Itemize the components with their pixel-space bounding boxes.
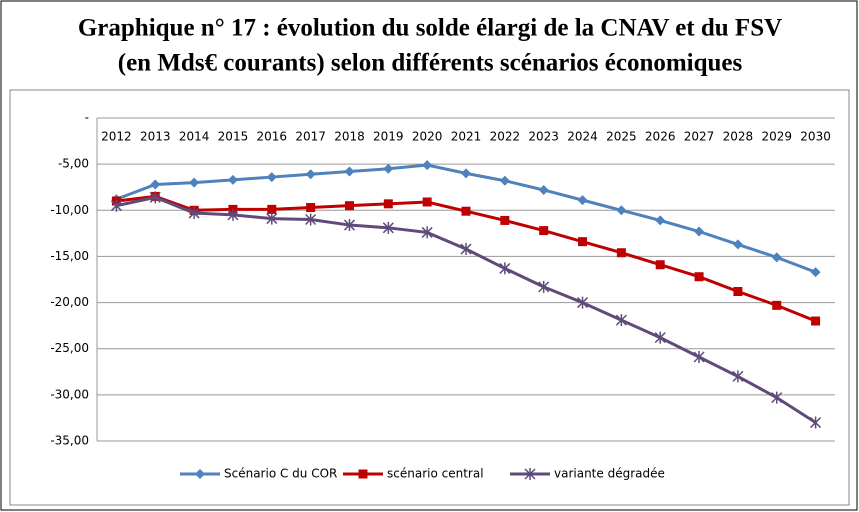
marker bbox=[694, 272, 704, 282]
marker bbox=[771, 252, 782, 263]
marker bbox=[772, 300, 782, 310]
marker bbox=[422, 160, 433, 171]
marker bbox=[461, 206, 471, 216]
marker bbox=[422, 197, 432, 207]
y-tick-label: -25,00 bbox=[50, 341, 89, 355]
x-tick-label: 2023 bbox=[528, 130, 559, 144]
legend-label: Scénario C du COR bbox=[224, 467, 337, 481]
x-tick-label: 2016 bbox=[257, 130, 288, 144]
x-tick-label: 2028 bbox=[723, 130, 754, 144]
x-tick-label: 2019 bbox=[373, 130, 404, 144]
marker bbox=[188, 207, 200, 220]
y-tick-label: -35,00 bbox=[50, 434, 89, 448]
marker bbox=[305, 213, 317, 226]
legend-label: scénario central bbox=[387, 467, 484, 481]
marker bbox=[810, 416, 822, 429]
x-tick-label: 2017 bbox=[295, 130, 326, 144]
series-line bbox=[116, 195, 817, 424]
x-tick-label: 2025 bbox=[606, 130, 637, 144]
chart-title: Graphique n° 17 : évolution du solde éla… bbox=[78, 15, 782, 42]
y-tick-label: -15,00 bbox=[50, 249, 89, 263]
marker bbox=[267, 204, 277, 214]
marker bbox=[344, 166, 355, 177]
marker bbox=[732, 239, 743, 250]
marker bbox=[578, 237, 588, 247]
marker bbox=[344, 201, 354, 211]
x-tick-label: 2014 bbox=[179, 130, 210, 144]
marker bbox=[616, 248, 626, 258]
marker bbox=[693, 351, 705, 364]
marker bbox=[305, 169, 316, 180]
marker bbox=[149, 191, 161, 204]
x-tick-label: 2027 bbox=[684, 130, 715, 144]
marker bbox=[110, 199, 122, 212]
x-tick-label: 2012 bbox=[101, 130, 132, 144]
marker bbox=[655, 215, 666, 226]
marker bbox=[306, 203, 316, 213]
marker bbox=[227, 208, 239, 221]
marker bbox=[810, 267, 821, 278]
x-tick-label: 2020 bbox=[412, 130, 443, 144]
chart-frame bbox=[9, 89, 850, 506]
marker bbox=[733, 286, 743, 296]
x-tick-label: 2029 bbox=[761, 130, 792, 144]
marker bbox=[615, 314, 627, 327]
marker bbox=[539, 226, 549, 236]
marker bbox=[383, 199, 393, 209]
marker bbox=[576, 296, 589, 309]
marker bbox=[343, 219, 356, 232]
marker bbox=[654, 331, 666, 344]
marker bbox=[499, 175, 510, 186]
marker bbox=[227, 174, 238, 185]
marker bbox=[616, 205, 627, 216]
x-tick-label: 2026 bbox=[645, 130, 676, 144]
marker bbox=[189, 177, 200, 188]
marker bbox=[461, 168, 471, 179]
x-tick-label: 2013 bbox=[140, 130, 171, 144]
y-tick-label: -20,00 bbox=[50, 295, 89, 309]
y-tick-label: -10,00 bbox=[50, 203, 89, 217]
marker bbox=[383, 163, 394, 174]
marker bbox=[195, 469, 205, 479]
marker bbox=[577, 195, 588, 206]
marker bbox=[499, 262, 511, 275]
marker bbox=[538, 280, 550, 293]
marker bbox=[694, 226, 705, 237]
x-tick-label: 2015 bbox=[218, 130, 249, 144]
marker bbox=[421, 226, 433, 239]
legend-label: variante dégradée bbox=[554, 467, 665, 481]
x-tick-label: 2018 bbox=[334, 130, 365, 144]
marker bbox=[655, 260, 665, 270]
marker bbox=[358, 469, 368, 479]
y-tick-label: -5,00 bbox=[58, 157, 89, 171]
marker bbox=[524, 468, 536, 480]
marker bbox=[266, 172, 277, 183]
marker bbox=[266, 212, 278, 225]
chart-title: (en Mds€ courants) selon différents scén… bbox=[118, 50, 743, 77]
marker bbox=[732, 370, 744, 383]
y-tick-label: -30,00 bbox=[50, 387, 89, 401]
marker bbox=[771, 391, 783, 404]
x-tick-label: 2022 bbox=[490, 130, 521, 144]
marker bbox=[460, 243, 472, 256]
marker bbox=[150, 179, 161, 190]
marker bbox=[382, 221, 394, 234]
marker bbox=[538, 184, 549, 195]
x-tick-label: 2030 bbox=[800, 130, 831, 144]
marker bbox=[811, 316, 821, 326]
x-tick-label: 2024 bbox=[567, 130, 598, 144]
y-tick-label: - bbox=[85, 111, 89, 125]
marker bbox=[500, 215, 510, 225]
x-tick-label: 2021 bbox=[451, 130, 482, 144]
